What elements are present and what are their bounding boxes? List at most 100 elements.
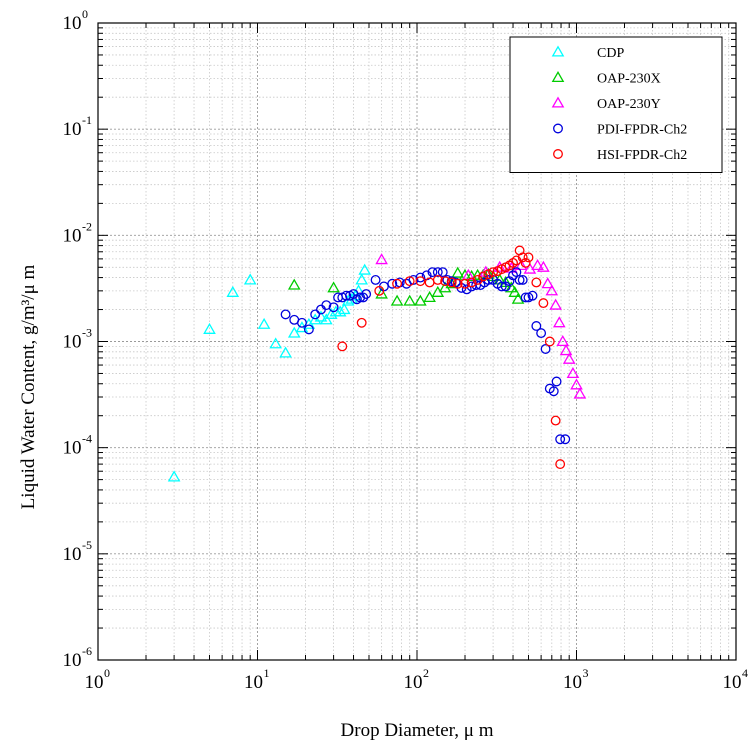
data-point bbox=[257, 317, 271, 329]
data-point bbox=[511, 255, 522, 266]
y-tick-label: 10 bbox=[63, 13, 82, 34]
legend-label: CDP bbox=[597, 46, 624, 61]
data-point bbox=[314, 310, 328, 322]
data-point bbox=[559, 344, 573, 356]
data-point bbox=[544, 336, 555, 347]
data-point bbox=[570, 378, 583, 390]
data-point bbox=[310, 309, 321, 320]
data-point bbox=[341, 290, 352, 301]
data-point bbox=[555, 434, 566, 445]
x-tick-exponent: 1 bbox=[264, 666, 270, 680]
data-point bbox=[427, 267, 438, 278]
data-point bbox=[531, 258, 544, 271]
series-oap-230x bbox=[287, 266, 525, 306]
data-point bbox=[566, 366, 580, 379]
x-tick-label: 10 bbox=[563, 672, 582, 693]
data-point bbox=[374, 285, 385, 296]
data-point bbox=[415, 272, 426, 283]
data-point bbox=[327, 281, 340, 293]
data-point bbox=[508, 270, 518, 281]
data-point bbox=[308, 313, 322, 325]
data-point bbox=[375, 287, 388, 299]
data-point bbox=[370, 274, 381, 285]
legend-marker bbox=[551, 70, 565, 83]
data-point bbox=[446, 277, 457, 288]
data-point bbox=[414, 294, 427, 306]
series-hsi-fpdr-ch2 bbox=[337, 245, 566, 470]
y-tick-label: 10 bbox=[63, 332, 82, 353]
data-point bbox=[297, 317, 307, 328]
data-point bbox=[450, 277, 461, 288]
data-series bbox=[167, 245, 587, 482]
data-point bbox=[392, 278, 403, 289]
x-tick-exponent: 4 bbox=[742, 666, 748, 680]
legend: CDP OAP-230X OAP-230Y PDI-FPDR-Ch2 HSI-FPDR-… bbox=[509, 36, 723, 173]
data-point bbox=[517, 274, 528, 285]
y-tick-exponent: 0 bbox=[82, 7, 88, 21]
data-point bbox=[361, 289, 372, 299]
data-point bbox=[440, 276, 451, 287]
y-axis-title: Liquid Water Content, g/m³/μ m bbox=[18, 264, 39, 509]
data-point bbox=[451, 266, 465, 278]
data-point bbox=[269, 337, 282, 349]
data-point bbox=[461, 284, 472, 295]
data-point bbox=[404, 276, 415, 287]
x-tick-label: 10 bbox=[244, 672, 263, 693]
data-point bbox=[511, 292, 525, 304]
data-point bbox=[303, 324, 314, 335]
legend-label: HSI-FPDR-Ch2 bbox=[597, 148, 687, 163]
data-point bbox=[531, 277, 542, 288]
data-point bbox=[556, 334, 570, 347]
data-point bbox=[536, 328, 547, 339]
data-point bbox=[460, 278, 470, 289]
axes: 10 0 10 1 10 2 10 3 10 410 -610 -510 -410 -310 -210 -11… bbox=[63, 7, 749, 693]
data-point bbox=[514, 274, 525, 285]
data-point bbox=[562, 352, 576, 364]
legend-box bbox=[509, 36, 723, 173]
legend-label: OAP-230Y bbox=[597, 97, 661, 112]
data-point bbox=[287, 278, 301, 290]
series-cdp bbox=[167, 263, 372, 482]
data-point bbox=[483, 274, 494, 285]
data-point bbox=[545, 284, 559, 296]
data-point bbox=[337, 303, 351, 315]
data-point bbox=[387, 278, 398, 289]
series-pdi-fpdr-ch2 bbox=[280, 267, 571, 445]
series-oap-230y bbox=[375, 253, 587, 399]
data-point bbox=[478, 271, 489, 282]
data-point bbox=[424, 277, 435, 288]
data-point bbox=[527, 290, 538, 301]
data-point bbox=[496, 281, 507, 292]
data-point bbox=[328, 302, 339, 313]
data-point bbox=[508, 285, 522, 297]
data-point bbox=[390, 294, 404, 306]
y-tick-label: 10 bbox=[63, 225, 82, 246]
data-point bbox=[541, 277, 555, 289]
x-tick-label: 10 bbox=[723, 672, 742, 693]
data-point bbox=[552, 316, 566, 328]
data-point bbox=[358, 263, 372, 275]
y-tick-label: 10 bbox=[63, 119, 82, 140]
data-point bbox=[415, 276, 426, 287]
y-tick-exponent: -2 bbox=[82, 219, 92, 233]
data-point bbox=[548, 386, 559, 397]
data-point bbox=[356, 317, 367, 328]
data-point bbox=[520, 292, 531, 303]
y-tick-exponent: -5 bbox=[82, 538, 92, 552]
x-tick-label: 10 bbox=[404, 672, 423, 693]
data-point bbox=[520, 257, 531, 268]
data-point bbox=[167, 470, 181, 482]
data-point bbox=[551, 376, 562, 387]
data-point bbox=[279, 346, 292, 358]
data-point bbox=[466, 277, 477, 288]
y-tick-exponent: -4 bbox=[82, 432, 92, 446]
x-tick-exponent: 3 bbox=[583, 666, 589, 680]
x-tick-label: 10 bbox=[85, 672, 104, 693]
data-point bbox=[537, 260, 550, 272]
data-point bbox=[531, 321, 542, 331]
y-tick-exponent: -3 bbox=[82, 326, 92, 340]
data-point bbox=[243, 273, 257, 285]
x-tick-exponent: 0 bbox=[104, 666, 110, 680]
data-point bbox=[517, 252, 528, 263]
